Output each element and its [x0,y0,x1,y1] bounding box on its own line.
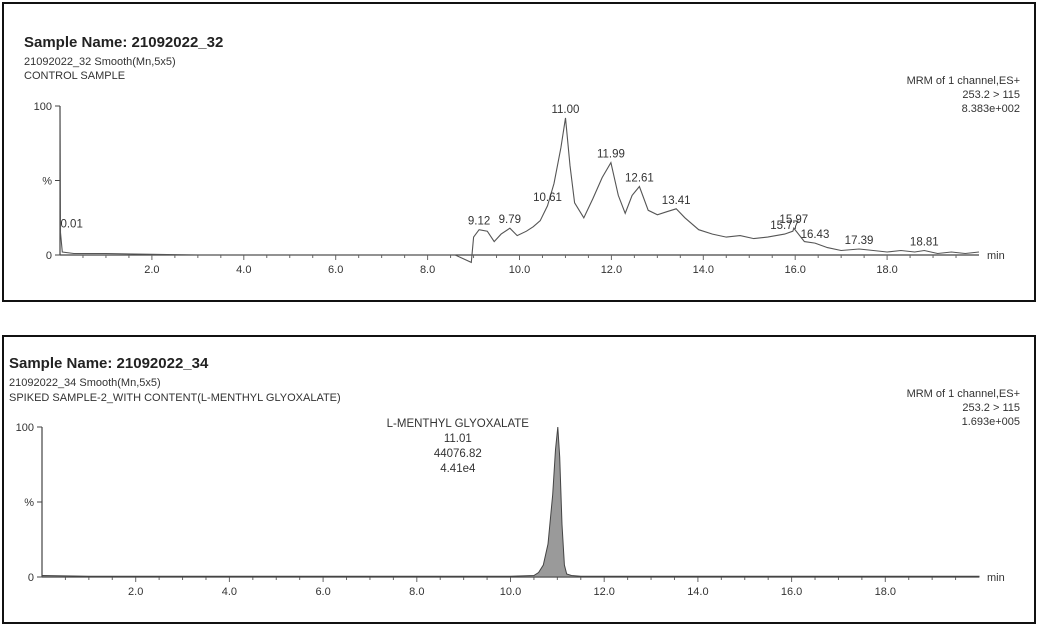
transition: 253.2 > 115 [962,402,1020,414]
chromatogram-trace [59,108,980,264]
chromatogram-panel-control: Sample Name: 21092022_32 21092022_32 Smo… [2,2,1036,302]
x-tick-label: 6.0 [328,264,343,276]
intensity-scale: 1.693e+005 [961,416,1020,428]
peak-annotation-line: 44076.82 [434,448,482,460]
intensity-scale: 8.383e+002 [961,103,1020,115]
sample-description: CONTROL SAMPLE [24,70,126,82]
x-tick-label: 10.0 [500,586,521,598]
y-tick-label: 0 [46,250,52,262]
channel-mode: MRM of 1 channel,ES+ [906,388,1020,400]
peak-annotation-line: 11.01 [444,433,472,445]
x-tick-label: 16.0 [784,264,805,276]
peak-label: 10.61 [533,192,562,204]
chromatogram-plot-control: 100% 0 2.0 4.0 6.0 8.0 10.0 12.0 14.0 16.0 18.0 min… [34,101,1005,276]
peak-label: 0.01 [60,219,82,231]
peak-label: 15.97 [779,214,808,226]
smoothing-subtitle: 21092022_34 Smooth(Mn,5x5) [9,377,161,389]
y-tick-label: 100 [34,101,52,113]
smoothing-subtitle: 21092022_32 Smooth(Mn,5x5) [24,56,176,68]
x-tick-label: 2.0 [128,586,143,598]
x-tick-label: 14.0 [693,264,714,276]
peak-label: 17.39 [845,235,874,247]
x-tick-label: 18.0 [875,586,896,598]
y-tick-label: % [24,497,34,509]
sample-name-title: Sample Name: 21092022_34 [9,355,209,372]
peak-annotation-line: 4.41e4 [440,463,476,475]
chromatogram-panel-spiked: Sample Name: 21092022_34 21092022_34 Smo… [2,335,1036,624]
x-axis-unit-label: min [987,572,1005,584]
channel-info: MRM of 1 channel,ES+ 253.2 > 115 1.693e+… [907,387,1020,429]
peak-label: 11.00 [551,104,579,116]
peak-label: 11.99 [597,149,625,161]
peak-area [41,426,980,578]
x-tick-label: 18.0 [876,264,897,276]
x-tick-label: 8.0 [409,586,424,598]
x-tick-label: 12.0 [601,264,622,276]
channel-info: MRM of 1 channel,ES+ 253.2 > 115 8.383e+… [907,74,1020,116]
y-tick-label: 0 [28,572,34,584]
x-tick-label: 8.0 [420,264,435,276]
x-tick-label: 4.0 [236,264,251,276]
x-tick-label: 16.0 [781,586,802,598]
x-tick-label: 12.0 [593,586,614,598]
peak-label: 18.81 [910,237,939,249]
x-tick-label: 10.0 [509,264,530,276]
peak-label: 12.61 [625,172,654,184]
peak-label: 16.43 [801,229,830,241]
x-tick-label: 6.0 [315,586,330,598]
transition: 253.2 > 115 [962,89,1020,101]
x-tick-label: 2.0 [144,264,159,276]
chromatogram-plot-spiked: 100% 0 2.0 4.0 6.0 8.0 10.0 12.0 14.0 16.0 18.0 min… [16,418,1005,598]
peak-label: 15.77 [770,220,799,232]
peak-label: 9.79 [499,214,521,226]
peak-label: 13.41 [662,195,691,207]
peak-annotation-line: L-MENTHYL GLYOXALATE [387,418,530,430]
y-tick-label: 100 [16,422,34,434]
x-axis-unit-label: min [987,250,1005,262]
sample-name-title: Sample Name: 21092022_32 [24,34,224,51]
x-tick-label: 4.0 [222,586,237,598]
x-tick-label: 14.0 [687,586,708,598]
sample-description: SPIKED SAMPLE-2_WITH CONTENT(L-MENTHYL G… [9,392,341,404]
channel-mode: MRM of 1 channel,ES+ [906,75,1020,87]
y-tick-label: % [42,176,52,188]
peak-label: 9.12 [468,216,490,228]
